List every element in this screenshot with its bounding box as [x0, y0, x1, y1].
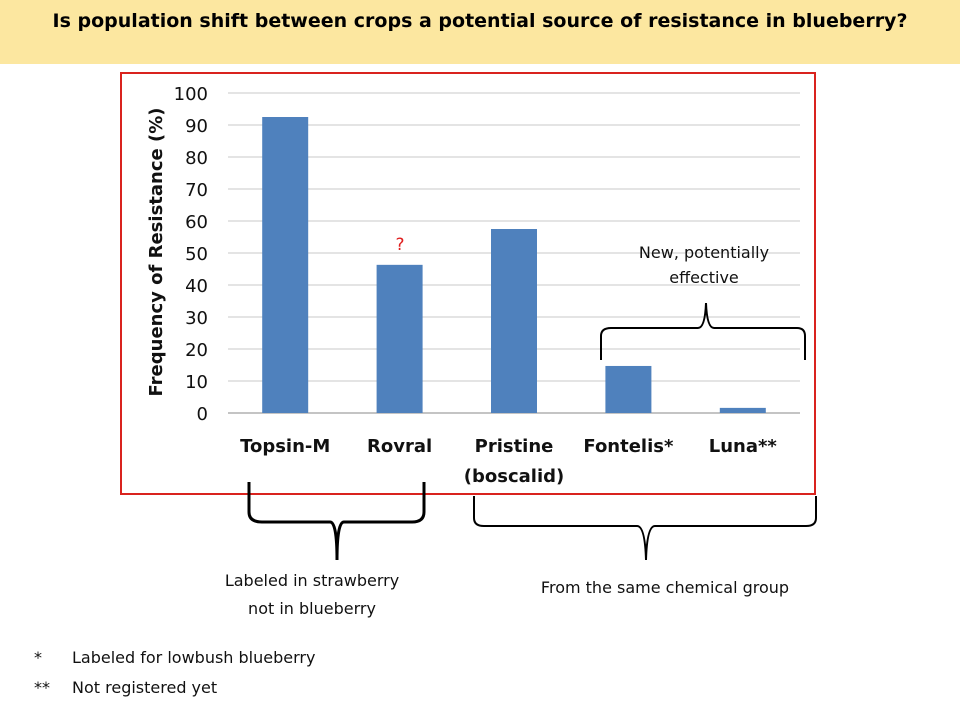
y-tick-labels: 0 10 20 30 40 50 60 70 80 90 100 — [174, 84, 208, 425]
question-mark-label: ? — [395, 235, 404, 255]
footnote-2: ** Not registered yet — [34, 678, 217, 697]
x-tick-label: Fontelis* — [583, 436, 674, 457]
title-bar — [0, 0, 960, 64]
footnote-1-mark: * — [34, 648, 42, 667]
footnote-2-mark: ** — [34, 678, 50, 697]
x-tick-label: Rovral — [367, 436, 432, 457]
footnote-1: * Labeled for lowbush blueberry — [34, 648, 315, 667]
bar — [491, 229, 537, 413]
bar — [719, 407, 766, 413]
y-tick-label: 30 — [185, 308, 208, 329]
chart-highlight-frame — [120, 72, 816, 495]
x-tick-labels: Topsin-M Rovral Pristine (boscalid) Fontelis… — [240, 436, 777, 487]
y-tick-label: 0 — [197, 404, 208, 425]
x-tick-sublabel: (boscalid) — [464, 466, 564, 487]
annotation-labeled-strawberry: Labeled in strawberry not in blueberry — [224, 571, 400, 618]
brace-new-effective — [600, 302, 806, 360]
y-tick-label: 60 — [185, 212, 208, 233]
y-tick-label: 50 — [185, 244, 208, 265]
annotation-new-effective: New, potentially effective — [638, 243, 770, 287]
y-tick-label: 40 — [185, 276, 208, 297]
brace-same-group — [473, 496, 817, 561]
annotation-same-chemical-group: From the same chemical group — [540, 578, 790, 597]
x-tick-label: Luna** — [709, 436, 778, 457]
y-axis-label: Frequency of Resistance (%) — [146, 108, 167, 397]
y-tick-label: 10 — [185, 372, 208, 393]
footnote-1-text: Labeled for lowbush blueberry — [72, 648, 316, 667]
y-tick-label: 70 — [185, 180, 208, 201]
bar — [605, 365, 652, 413]
footnote-2-text: Not registered yet — [72, 678, 218, 697]
x-tick-label: Pristine — [475, 436, 554, 457]
y-tick-label: 100 — [174, 84, 208, 105]
brace-labeled-strawberry — [247, 482, 426, 561]
bar — [262, 117, 309, 413]
x-tick-label: Topsin-M — [240, 436, 330, 457]
chart-bars — [262, 117, 766, 413]
bar — [376, 264, 423, 413]
y-tick-label: 90 — [185, 116, 208, 137]
y-tick-label: 20 — [185, 340, 208, 361]
slide-title: Is population shift between crops a pote… — [52, 10, 908, 32]
y-tick-label: 80 — [185, 148, 208, 169]
